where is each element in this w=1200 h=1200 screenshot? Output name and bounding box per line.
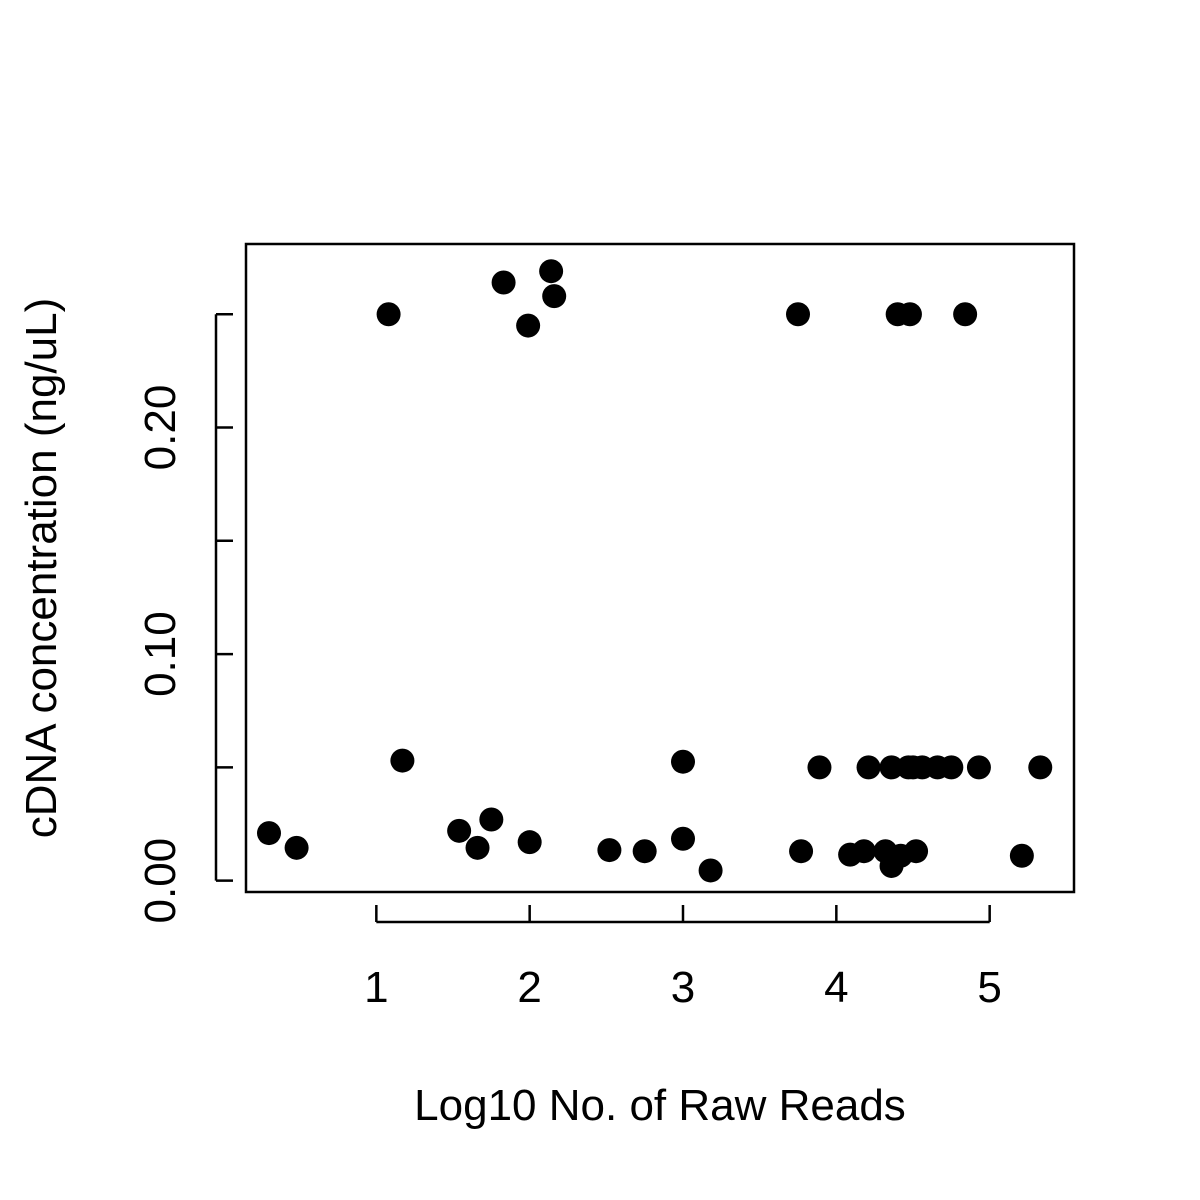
data-point bbox=[447, 818, 472, 843]
data-point bbox=[786, 302, 810, 327]
data-point bbox=[966, 755, 991, 780]
y-axis: 0.00 0.10 0.20 bbox=[136, 312, 233, 924]
x-axis-title: Log10 No. of Raw Reads bbox=[414, 1081, 906, 1130]
x-tick-label: 5 bbox=[977, 963, 1001, 1012]
data-point bbox=[879, 755, 904, 780]
data-point bbox=[491, 270, 516, 295]
plot-frame bbox=[244, 242, 1076, 894]
data-point bbox=[465, 835, 490, 860]
data-point bbox=[1009, 843, 1034, 868]
data-point bbox=[376, 302, 401, 327]
data-point bbox=[632, 839, 657, 864]
x-tick-label: 4 bbox=[824, 963, 848, 1012]
y-tick-label: 0.20 bbox=[136, 385, 185, 471]
x-axis: 1 2 3 4 5 bbox=[364, 905, 1002, 1012]
x-tick-label: 3 bbox=[671, 963, 695, 1012]
data-point bbox=[516, 313, 541, 338]
data-point bbox=[1028, 755, 1053, 780]
data-point bbox=[597, 838, 622, 863]
data-point bbox=[897, 302, 922, 327]
data-point bbox=[953, 302, 978, 327]
data-point bbox=[904, 839, 929, 864]
x-tick-label: 2 bbox=[517, 963, 541, 1012]
data-point bbox=[789, 839, 814, 864]
data-point bbox=[856, 755, 881, 780]
data-point bbox=[517, 830, 542, 855]
data-point bbox=[479, 807, 504, 832]
data-points bbox=[257, 259, 1053, 883]
data-point bbox=[542, 284, 567, 309]
data-point bbox=[671, 749, 695, 774]
data-point bbox=[671, 826, 695, 851]
data-point bbox=[284, 835, 309, 860]
y-axis-title: cDNA concentration (ng/uL) bbox=[17, 298, 66, 839]
data-point bbox=[257, 821, 281, 846]
data-point bbox=[539, 259, 564, 284]
x-tick-label: 1 bbox=[364, 963, 388, 1012]
data-point bbox=[390, 748, 415, 773]
y-tick-label: 0.10 bbox=[136, 611, 185, 697]
y-tick-label: 0.00 bbox=[136, 838, 185, 924]
data-point bbox=[698, 858, 723, 883]
data-point bbox=[851, 839, 876, 864]
data-point bbox=[939, 755, 964, 780]
data-point bbox=[807, 755, 832, 780]
